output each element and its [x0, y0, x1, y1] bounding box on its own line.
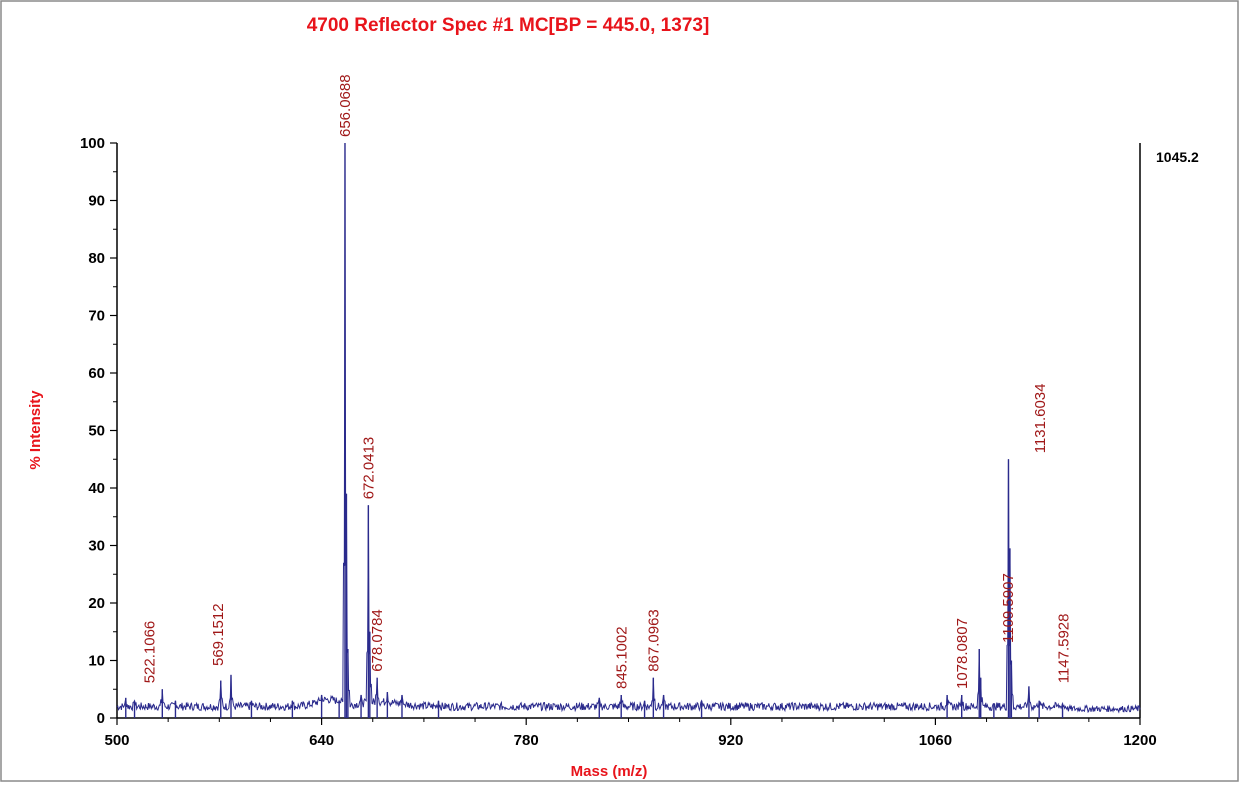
x-axis-label: Mass (m/z)	[571, 763, 648, 780]
spectrum-trace	[116, 142, 1141, 718]
spectrum-line	[116, 142, 1141, 714]
x-tick-label: 920	[718, 732, 743, 749]
peak-label: 1109.5907	[1000, 573, 1017, 643]
axes: 0 10 20 30 40 50 60 70 80 90 100 500 640 780 920 1060 12…	[80, 135, 1157, 749]
peak-label: 867.0963	[646, 609, 663, 672]
max-intensity-label: 1045.2	[1156, 149, 1199, 165]
peak-label: 1131.6034	[1032, 384, 1049, 454]
y-tick-label: 30	[88, 538, 105, 555]
y-tick-label: 60	[88, 365, 105, 382]
peak-label: 678.0784	[369, 609, 386, 672]
y-axis-label: % Intensity	[27, 390, 44, 470]
peak-label: 569.1512	[210, 603, 227, 666]
peak-labels: 522.1066 569.1512 656.0688 672.0413 678.0784…	[141, 74, 1072, 689]
chart-title: 4700 Reflector Spec #1 MC[BP = 445.0, 13…	[307, 15, 710, 36]
y-tick-label: 70	[88, 308, 105, 325]
x-tick-label: 780	[514, 732, 539, 749]
y-tick-label: 90	[88, 193, 105, 210]
x-tick-label: 500	[104, 732, 129, 749]
x-tick-label: 640	[309, 732, 334, 749]
peak-label: 1147.5928	[1055, 614, 1072, 684]
y-tick-label: 50	[88, 423, 105, 440]
y-tick-label: 0	[97, 710, 105, 727]
peak-label: 522.1066	[141, 621, 158, 684]
x-tick-label: 1200	[1123, 732, 1156, 749]
peak-label: 1078.0807	[954, 618, 971, 689]
peak-label: 845.1002	[613, 626, 630, 689]
peak-label: 656.0688	[337, 74, 354, 137]
peak-label: 672.0413	[360, 437, 377, 500]
y-tick-label: 40	[88, 480, 105, 497]
y-tick-label: 10	[88, 653, 105, 670]
x-tick-label: 1060	[919, 732, 952, 749]
y-tick-label: 80	[88, 250, 105, 267]
y-tick-label: 100	[80, 135, 105, 152]
y-tick-label: 20	[88, 595, 105, 612]
